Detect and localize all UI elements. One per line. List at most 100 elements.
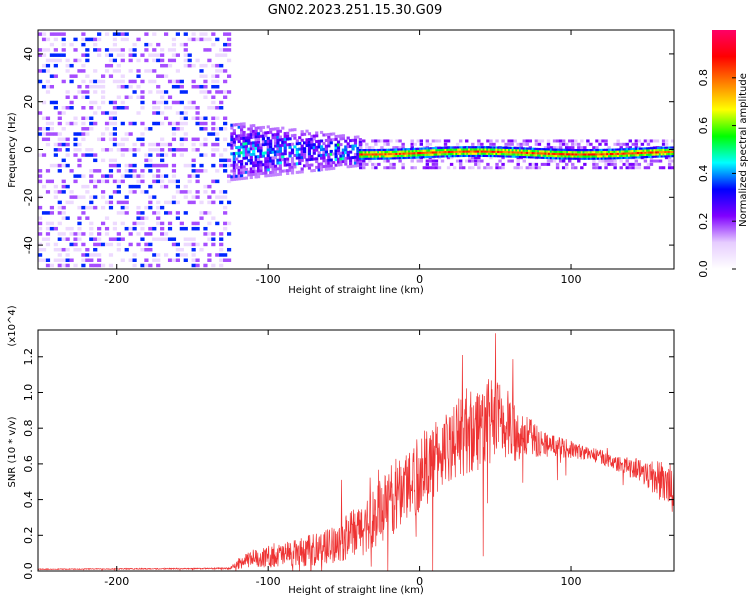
heatmap-cell [132,48,137,52]
heatmap-cell [256,137,261,141]
heatmap-cell [508,151,511,154]
heatmap-cell [640,149,644,152]
heatmap-cell [240,174,244,178]
heatmap-cell [611,148,615,151]
heatmap-cell [422,166,427,170]
heatmap-cell [207,58,212,63]
heatmap-cell [622,156,625,160]
heatmap-cell [77,216,82,220]
heatmap-cell [518,147,522,150]
y-tick-label: 0.0 [22,562,35,580]
heatmap-cell [247,139,251,143]
heatmap-cell [65,121,70,126]
heatmap-cell [513,166,517,170]
heatmap-cell [73,153,78,157]
heatmap-cell [41,132,47,136]
heatmap-cell [524,156,527,159]
heatmap-cell [281,152,285,156]
heatmap-cell [491,152,495,155]
heatmap-cell [85,132,90,136]
heatmap-cell [653,146,656,150]
heatmap-cell [524,151,527,154]
heatmap-cell [244,139,249,143]
heatmap-cell [156,169,161,173]
heatmap-cell [38,32,43,36]
heatmap-cell [649,159,654,163]
heatmap-cell [273,173,278,177]
heatmap-cell [584,155,587,158]
heatmap-cell [269,142,273,146]
heatmap-cell [49,163,55,168]
heatmap-cell [266,162,270,166]
heatmap-cell [334,149,338,153]
heatmap-cell [215,195,220,199]
heatmap-cell [57,263,62,268]
heatmap-cell [191,148,196,152]
heatmap-cell [281,155,285,159]
heatmap-cell [546,139,551,143]
heatmap-cell [124,137,129,142]
heatmap-cell [322,159,326,163]
heatmap-cell [120,37,125,42]
heatmap-cell [417,156,420,159]
heatmap-cell [546,150,549,153]
heatmap-cell [383,142,387,146]
heatmap-cell [93,247,98,252]
heatmap-cell [191,263,196,268]
heatmap-cell [305,138,309,142]
heatmap-cell [426,153,429,156]
heatmap-cell [148,263,153,268]
heatmap-cell [160,148,165,152]
heatmap-cell [486,148,489,151]
heatmap-cell [171,58,177,63]
heatmap-cell [203,121,208,126]
heatmap-cell [120,153,125,157]
heatmap-cell [53,258,58,262]
heatmap-cell [300,150,304,154]
heatmap-cell [179,226,184,231]
heatmap-cell [317,168,321,172]
heatmap-cell [256,135,261,139]
heatmap-cell [457,154,460,158]
heatmap-cell [595,162,599,166]
heatmap-cell [426,155,429,159]
heatmap-cell [533,154,536,157]
heatmap-cell [261,154,266,158]
heatmap-cell [455,148,458,151]
heatmap-cell [497,146,500,149]
heatmap-cell [171,200,177,205]
heatmap-cell [327,164,331,168]
heatmap-cell [440,159,445,163]
heatmap-cell [395,146,399,150]
heatmap-cell [73,195,78,199]
heatmap-cell [97,258,102,262]
heatmap-cell [477,159,481,163]
heatmap-cell [399,148,402,151]
heatmap-cell [223,42,228,47]
heatmap-cell [93,158,98,163]
heatmap-cell [85,58,90,63]
heatmap-cell [211,132,216,136]
heatmap-cell [108,116,114,121]
heatmap-cell [591,155,595,158]
heatmap-cell [264,142,268,146]
heatmap-cell [120,179,125,184]
heatmap-cell [408,154,411,157]
heatmap-cell [522,147,525,150]
heatmap-cell [573,148,576,152]
heatmap-cell [112,142,118,147]
heatmap-cell [240,122,244,126]
heatmap-cell [377,139,381,143]
heatmap-cell [495,146,498,149]
heatmap-cell [647,147,651,150]
heatmap-y-label: Frequency (Hz) [7,112,18,188]
heatmap-cell [167,258,173,262]
heatmap-cell [591,157,595,160]
heatmap-cell [290,165,295,169]
heatmap-cell [89,84,94,89]
heatmap-cell [211,74,216,78]
heatmap-cell [473,148,476,151]
heatmap-cell [633,149,636,153]
heatmap-cell [595,146,599,150]
heatmap-cell [290,134,295,138]
